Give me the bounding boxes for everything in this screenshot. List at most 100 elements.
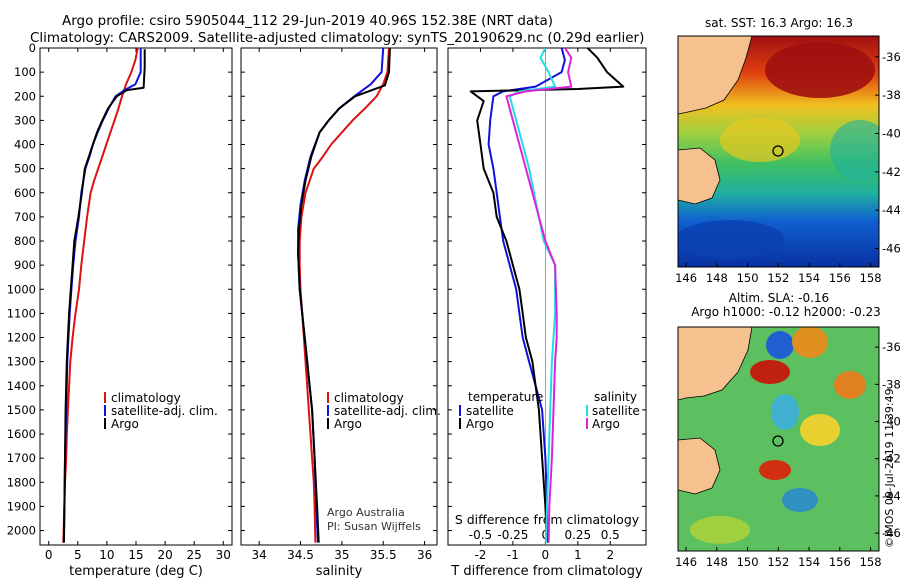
series-line-temperature-argo	[469, 48, 625, 543]
series-line-climatology	[298, 48, 390, 543]
header-line-1: Argo profile: csiro 5905044_112 29-Jun-2…	[62, 13, 553, 29]
depth-tick-label: 1200	[7, 331, 36, 345]
x-tick-label: 36	[417, 548, 432, 562]
sla-high-4	[800, 414, 840, 446]
salinity-series	[297, 48, 391, 543]
land-mainland-2	[678, 327, 753, 401]
land-mainland	[678, 36, 753, 115]
map-y-tick-label: -36	[882, 50, 900, 64]
depth-tick-label: 0	[29, 41, 36, 55]
x-tick-label: 10	[99, 548, 114, 562]
sst-map-title: sat. SST: 16.3 Argo: 16.3	[705, 16, 853, 30]
map-x-tick-label: 146	[675, 555, 697, 569]
legend-swatch-satellite	[327, 405, 329, 416]
credit-institution: Argo Australia	[327, 506, 405, 519]
legend-argo: Argo	[111, 417, 139, 431]
depth-tick-label: 2000	[7, 524, 36, 538]
map-x-tick-label: 146	[675, 271, 697, 285]
sst-warm-eddy	[765, 42, 875, 98]
x-tick-label: -2	[474, 548, 486, 562]
s-diff-tick-label: -0.25	[497, 528, 528, 542]
sla-map	[678, 327, 879, 551]
sla-map-xticks: 146 148 150 152 154 156 158	[675, 547, 882, 569]
sst-map	[678, 36, 879, 267]
depth-tick-label: 1800	[7, 475, 36, 489]
s-diff-tick-label: 0.5	[601, 528, 620, 542]
depth-tick-label: 100	[14, 65, 36, 79]
temperature-axis-label: temperature (deg C)	[69, 564, 203, 579]
legend-climatology: climatology	[111, 391, 181, 405]
x-tick-label: 35	[334, 548, 349, 562]
map-y-tick-label: -46	[882, 526, 900, 540]
map-x-tick-label: 150	[737, 271, 759, 285]
map-y-tick-label: -38	[882, 377, 900, 391]
map-x-tick-label: 152	[767, 271, 789, 285]
legend-swatch-s-satellite	[586, 405, 588, 416]
map-x-tick-label: 158	[860, 555, 882, 569]
legend-climatology: climatology	[334, 391, 404, 405]
series-line-argo	[62, 49, 146, 543]
depth-tick-label: 200	[14, 89, 36, 103]
map-y-tick-label: -38	[882, 88, 900, 102]
depth-tick-label: 1000	[7, 282, 36, 296]
depth-tick-label: 1700	[7, 451, 36, 465]
land-tasmania-2	[678, 437, 721, 495]
depth-tick-label: 1500	[7, 403, 36, 417]
argo-float-marker-2	[772, 435, 784, 447]
x-tick-label: 30	[216, 548, 231, 562]
salinity-xticks: 34 34.5 35 35.5 36	[252, 48, 432, 562]
temperature-legend: climatology satellite-adj. clim. Argo	[104, 391, 218, 431]
x-tick-label: 34	[252, 548, 267, 562]
depth-tick-label: 1600	[7, 427, 36, 441]
s-diff-tick-label: -0.5	[469, 528, 492, 542]
legend-t-argo: Argo	[466, 417, 494, 431]
sla-map-title-2: Argo h1000: -0.12 h2000: -0.23	[691, 305, 881, 319]
x-tick-label: 0	[542, 548, 550, 562]
sla-low-1	[766, 331, 794, 359]
x-tick-label: 2	[606, 548, 614, 562]
legend-t-satellite: satellite	[466, 404, 514, 418]
sla-high-1	[792, 327, 828, 358]
sla-patch	[690, 516, 750, 544]
salinity-panel	[240, 47, 438, 546]
difference-panel	[447, 47, 647, 546]
depth-axis: 0 100 200 300 400 500 600 700 800 900 1000 1100 1200…	[7, 41, 646, 538]
depth-tick-label: 1400	[7, 379, 36, 393]
sst-cold-patch	[678, 220, 785, 260]
depth-tick-label: 500	[14, 162, 36, 176]
map-y-tick-label: -44	[882, 489, 900, 503]
sla-high-3	[834, 371, 866, 399]
x-tick-label: 20	[157, 548, 172, 562]
map-y-tick-label: -46	[882, 242, 900, 256]
x-tick-label: 15	[128, 548, 143, 562]
map-x-tick-label: 148	[706, 555, 728, 569]
map-x-tick-label: 156	[829, 271, 851, 285]
depth-tick-label: 1100	[7, 306, 36, 320]
header-line-2: Climatology: CARS2009. Satellite-adjuste…	[30, 30, 644, 46]
sst-map-xticks: 146 148 150 152 154 156 158	[675, 263, 882, 285]
map-y-tick-label: -40	[882, 415, 900, 429]
map-x-tick-label: 152	[767, 555, 789, 569]
sla-low-2	[771, 394, 799, 430]
legend-swatch-argo	[104, 418, 106, 429]
depth-tick-label: 700	[14, 210, 36, 224]
legend-salinity-title: salinity	[594, 390, 637, 404]
depth-tick-label: 800	[14, 234, 36, 248]
depth-tick-label: 1300	[7, 355, 36, 369]
map-y-tick-label: -44	[882, 203, 900, 217]
salinity-legend: climatology satellite-adj. clim. Argo Ar…	[327, 391, 441, 533]
legend-satellite: satellite-adj. clim.	[334, 404, 441, 418]
t-difference-axis-label: T difference from climatology	[450, 564, 643, 579]
map-x-tick-label: 156	[829, 555, 851, 569]
difference-series	[469, 48, 625, 543]
map-x-tick-label: 148	[706, 271, 728, 285]
sst-cool-patch	[830, 120, 879, 180]
series-line-argo	[297, 48, 391, 543]
series-line-salinity-argo	[505, 48, 573, 543]
temperature-xticks: 0 5 10 15 20 25 30	[45, 48, 231, 562]
s-diff-tick-label: 0.25	[564, 528, 591, 542]
x-tick-label: 5	[74, 548, 82, 562]
legend-swatch-climatology	[104, 392, 106, 403]
sla-high-2	[750, 360, 790, 384]
x-tick-label: 25	[187, 548, 202, 562]
